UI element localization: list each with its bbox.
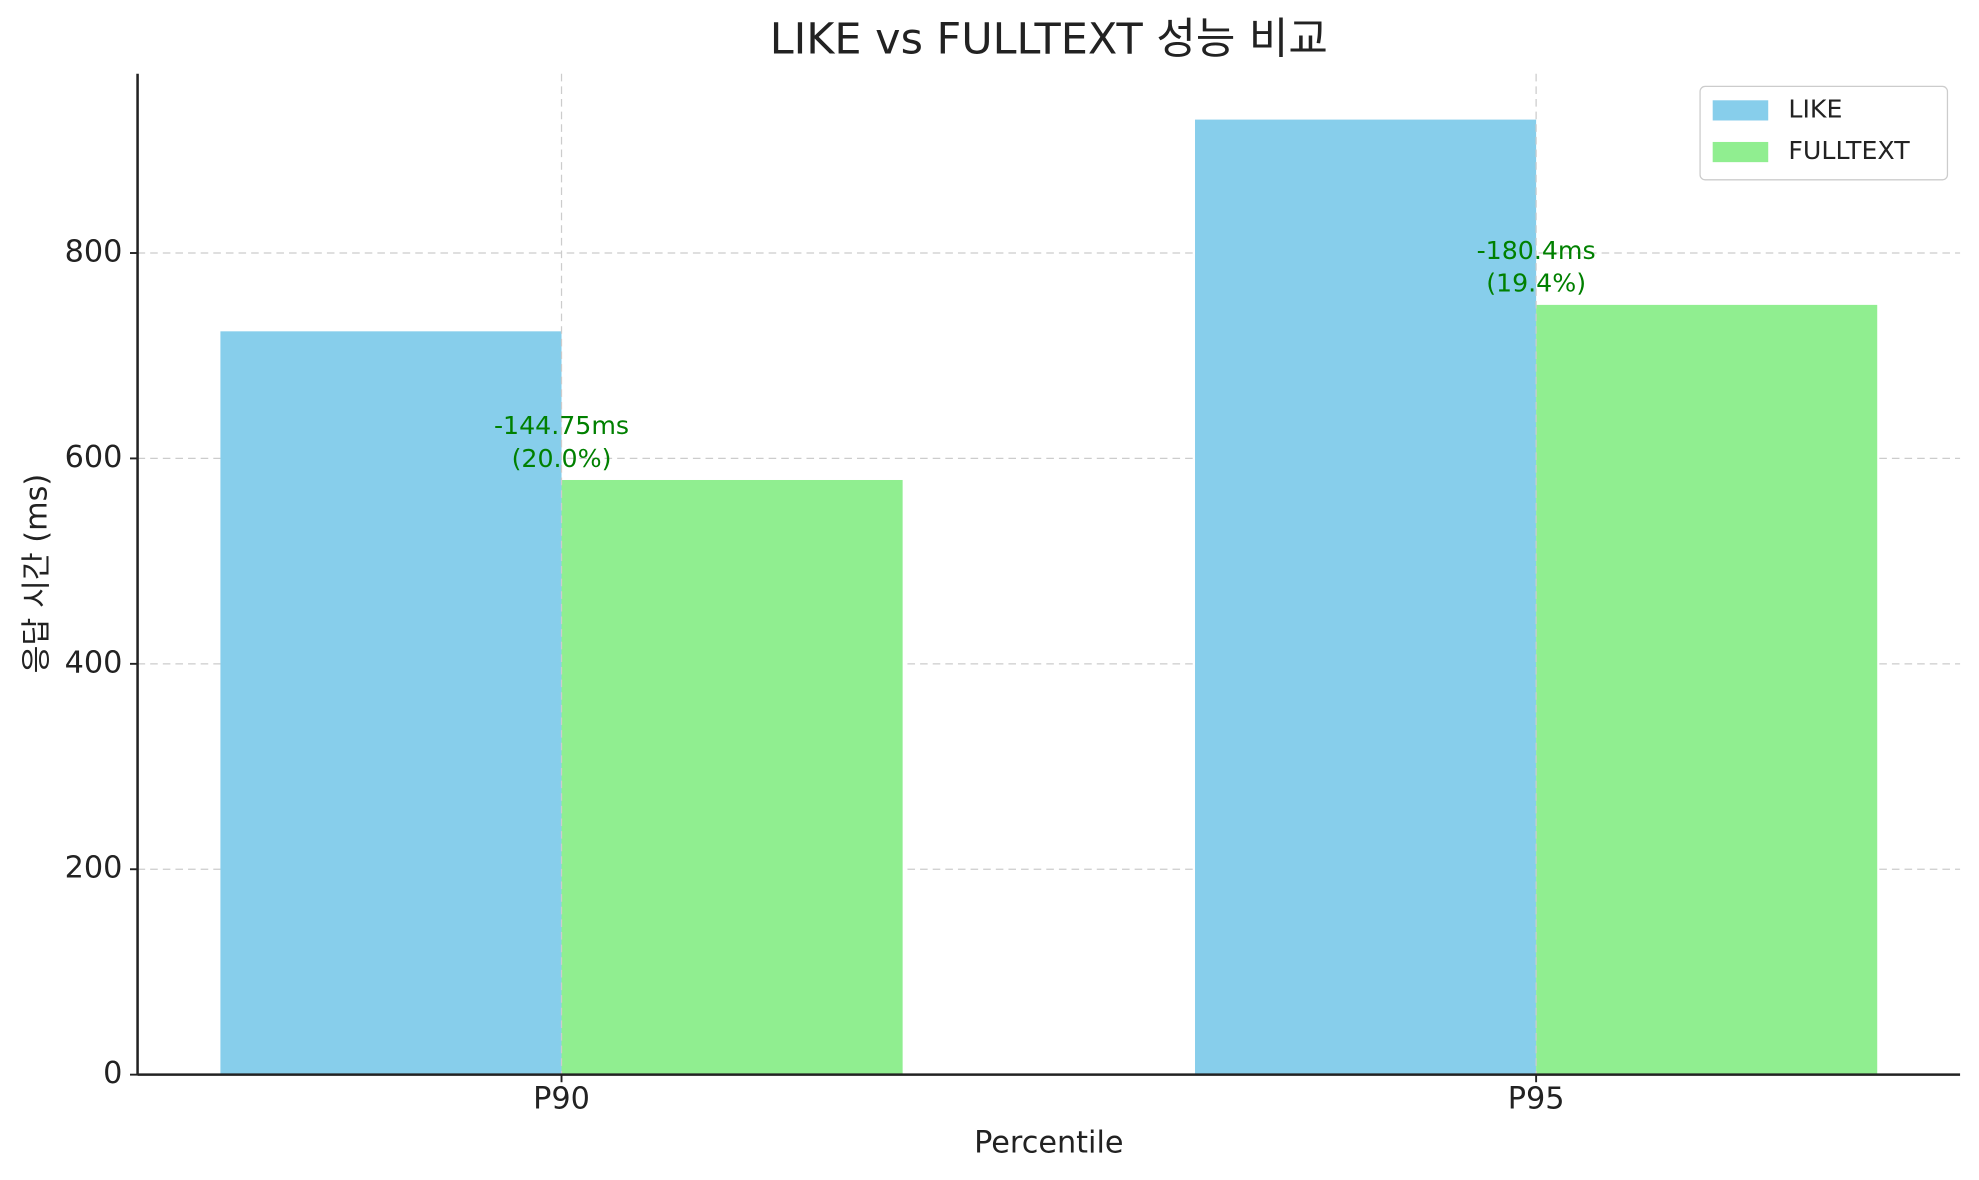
x-tick-label: P90 bbox=[533, 1081, 590, 1116]
y-tick-label: 400 bbox=[65, 645, 123, 680]
y-tick-label: 200 bbox=[65, 851, 123, 886]
y-tick-label: 600 bbox=[65, 440, 123, 475]
legend-label: LIKE bbox=[1788, 94, 1842, 123]
legend-label: FULLTEXT bbox=[1788, 136, 1910, 165]
annotation: (19.4%) bbox=[1486, 269, 1586, 298]
bar bbox=[561, 479, 903, 1075]
bar bbox=[1536, 304, 1878, 1075]
annotation: -180.4ms bbox=[1477, 236, 1596, 265]
y-tick-label: 800 bbox=[65, 235, 123, 270]
x-tick-label: P95 bbox=[1508, 1081, 1565, 1116]
x-axis-label: Percentile bbox=[974, 1126, 1123, 1161]
legend-swatch bbox=[1712, 141, 1769, 163]
chart-title: LIKE vs FULLTEXT 성능 비교 bbox=[770, 15, 1328, 65]
y-axis-label: 응답 시간 (ms) bbox=[19, 474, 54, 674]
bar bbox=[220, 331, 562, 1075]
legend-swatch bbox=[1712, 100, 1769, 121]
annotation: (20.0%) bbox=[512, 444, 612, 473]
annotation: -144.75ms bbox=[494, 411, 629, 440]
y-tick-label: 0 bbox=[103, 1056, 122, 1091]
legend: LIKE FULLTEXT bbox=[1699, 85, 1949, 181]
bar bbox=[1195, 119, 1537, 1075]
